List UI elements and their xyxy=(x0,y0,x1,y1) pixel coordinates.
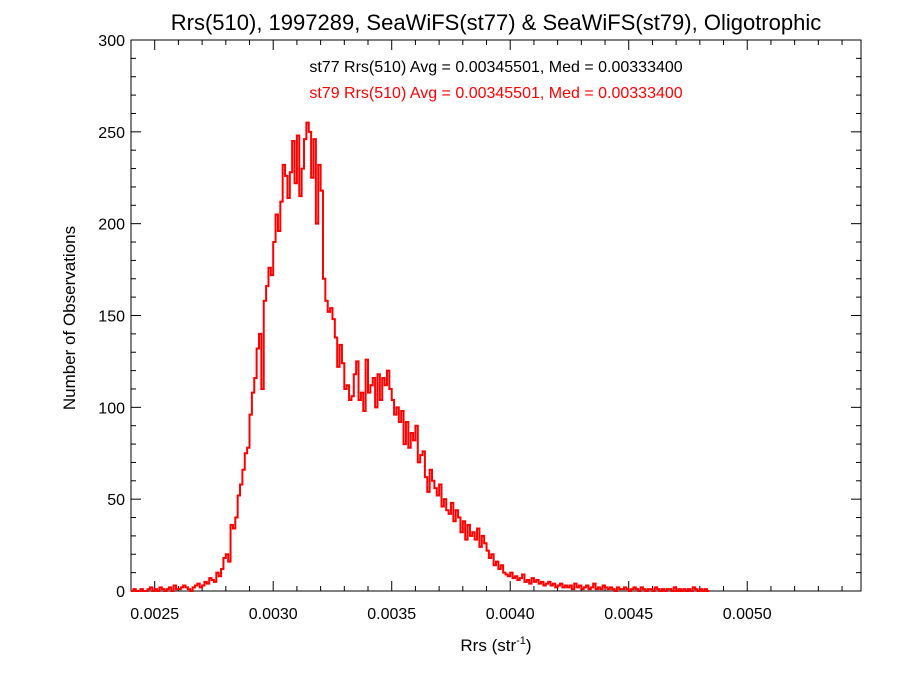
x-tick-label: 0.0045 xyxy=(604,606,653,623)
stats-line-st77: st77 Rrs(510) Avg = 0.00345501, Med = 0.… xyxy=(309,59,682,76)
y-tick-label: 50 xyxy=(107,492,125,509)
y-tick-label: 300 xyxy=(98,33,125,50)
chart-title: Rrs(510), 1997289, SeaWiFS(st77) & SeaWi… xyxy=(171,10,821,35)
x-tick-label: 0.0040 xyxy=(486,606,535,623)
series-line xyxy=(131,121,710,592)
stats-line-st79: st79 Rrs(510) Avg = 0.00345501, Med = 0.… xyxy=(309,85,682,102)
x-axis: 0.0025 0.0030 0.0035 0.0040 0.0045 0.0050 xyxy=(130,40,843,623)
x-axis-label-main: Rrs (str xyxy=(460,636,516,655)
y-tick-label: 0 xyxy=(116,584,125,601)
x-axis-label-close: ) xyxy=(526,636,532,655)
y-tick-label: 150 xyxy=(98,309,125,326)
x-axis-label: Rrs (str-1) xyxy=(460,635,531,655)
y-tick-label: 200 xyxy=(98,217,125,234)
plot-frame xyxy=(130,39,862,592)
y-axis-label: Number of Observations xyxy=(60,226,79,410)
x-tick-label: 0.0030 xyxy=(249,606,298,623)
plot-border xyxy=(130,39,862,592)
y-axis: 0 50 100 150 200 250 300 xyxy=(98,33,861,601)
x-axis-label-sup: -1 xyxy=(516,635,526,647)
x-tick-label: 0.0050 xyxy=(723,606,772,623)
x-tick-label: 0.0035 xyxy=(367,606,416,623)
y-tick-label: 250 xyxy=(98,125,125,142)
y-tick-label: 100 xyxy=(98,400,125,417)
x-tick-label: 0.0025 xyxy=(130,606,179,623)
